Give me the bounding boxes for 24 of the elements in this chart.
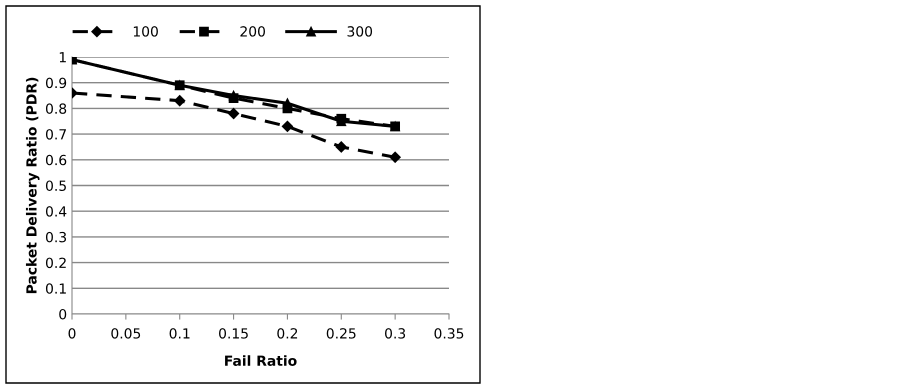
y-tick-label: 0.4: [46, 206, 66, 217]
y-axis-title: Packet Delivery Ratio (PDR): [26, 78, 40, 294]
legend-label: 200: [240, 26, 265, 37]
x-axis-title: Fail Ratio: [225, 355, 297, 366]
x-tick-label: 0.3: [385, 328, 406, 339]
y-tick-label: 1: [60, 52, 66, 62]
y-tick-label: 0.1: [46, 283, 66, 294]
y-tick-label: 0.7: [46, 129, 66, 140]
x-tick-label: 0.05: [111, 328, 140, 339]
legend-label: 100: [134, 26, 158, 37]
y-tick-label: 0.9: [46, 78, 66, 88]
y-tick-label: 0.8: [46, 103, 66, 114]
legend-label: 300: [348, 26, 372, 37]
x-tick-label: 0.15: [219, 328, 248, 339]
y-tick-label: 0.3: [46, 232, 66, 242]
x-tick-label: 0.2: [277, 328, 298, 339]
y-tick-label: 0: [59, 308, 66, 320]
x-tick-label: 0.35: [434, 328, 464, 339]
y-tick-label: 0.6: [46, 154, 66, 166]
y-tick-label: 0.5: [46, 180, 66, 191]
x-tick-label: 0.1: [170, 328, 190, 339]
x-tick-label: 0: [68, 328, 76, 339]
y-tick-label: 0.2: [46, 258, 66, 268]
x-tick-label: 0.25: [326, 328, 356, 339]
